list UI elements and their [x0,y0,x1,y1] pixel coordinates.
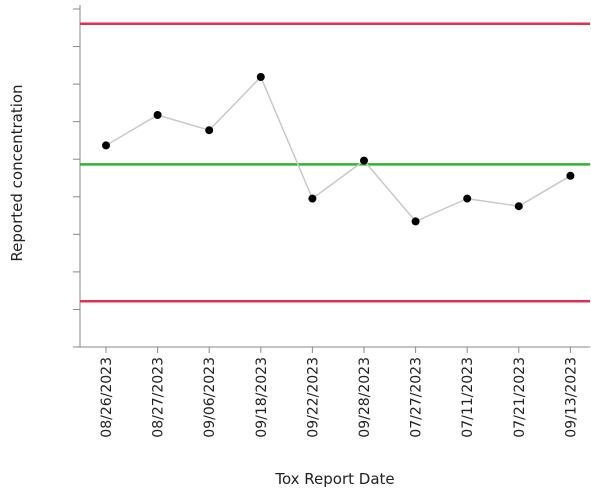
data-point [205,126,214,135]
x-tick-labels: 08/26/2023 08/27/2023 09/06/2023 09/18/2023… [99,357,579,438]
series-line [105,75,571,223]
x-tick-label: 09/28/2023 [357,357,373,438]
data-point [566,171,575,180]
series-line-group [105,75,571,223]
y-axis-ticks [73,8,80,348]
x-tick-label: 07/11/2023 [460,357,476,438]
x-tick-label: 07/27/2023 [409,357,425,438]
x-tick-label: 09/22/2023 [305,357,321,438]
x-tick-label: 09/13/2023 [563,357,579,438]
data-point [360,156,368,165]
data-point [256,73,265,81]
x-tick-label: 09/06/2023 [202,357,218,438]
data-point [153,111,162,119]
data-point [463,194,472,203]
data-point [411,217,420,226]
x-axis-ticks [105,347,571,353]
x-tick-label: 08/27/2023 [151,357,167,438]
data-point [514,202,523,211]
x-tick-label: 08/26/2023 [99,357,115,438]
x-axis-title: Tox Report Date [274,470,394,488]
x-tick-label: 09/18/2023 [254,357,270,438]
data-points [102,73,575,226]
data-point [308,194,317,203]
reference-lines [80,22,590,303]
x-tick-label: 07/21/2023 [512,357,528,438]
plot-area [73,5,590,353]
y-axis-title: Reported concentration [8,84,26,261]
data-point [102,141,110,150]
